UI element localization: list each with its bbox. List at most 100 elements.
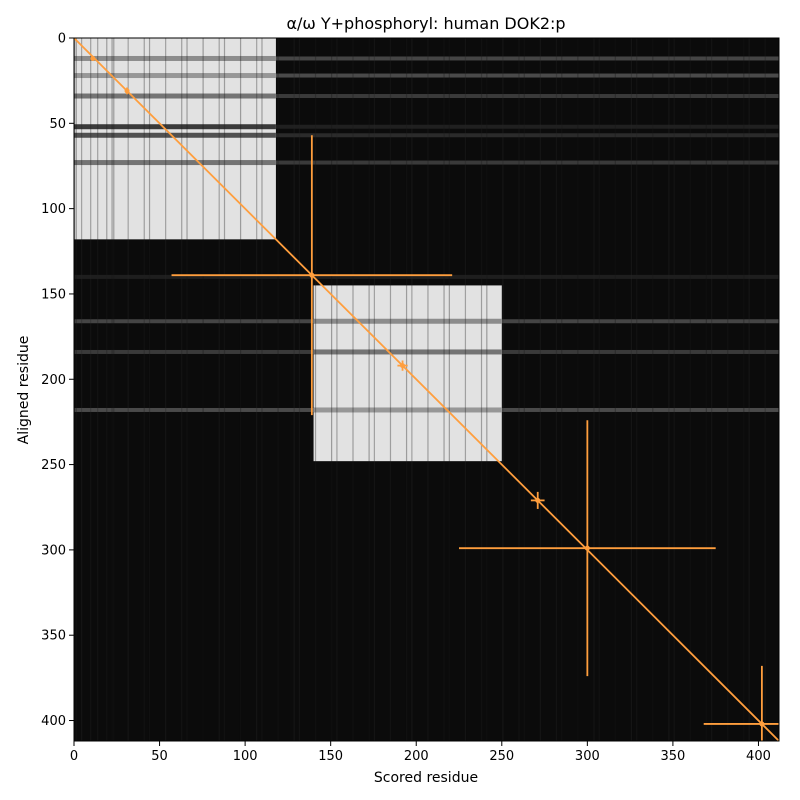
heatmap-texture-stripe [743,38,745,741]
heatmap-block-band [74,73,276,79]
y-tick-label: 250 [41,458,66,473]
heatmap-block-band [74,93,276,99]
x-tick-label: 350 [660,749,685,764]
heatmap-band [74,133,779,138]
heatmap-texture-stripe [181,38,183,741]
heatmap-texture-stripe [636,38,638,741]
heatmap-texture-stripe [448,38,450,741]
y-tick-label: 100 [41,202,66,217]
heatmap-texture-stripe [165,38,167,741]
heatmap-texture-stripe [186,38,188,741]
heatmap-texture-stripe [97,38,99,741]
heatmap-texture-stripe [75,38,77,741]
heatmap-band [74,274,779,279]
x-tick-label: 0 [70,749,78,764]
diagonal-line [74,38,779,741]
heatmap-block-band [74,160,276,166]
y-tick-label: 50 [49,117,66,132]
heatmap-texture-stripe [368,38,370,741]
heatmap-texture-stripe [389,38,392,741]
heatmap-texture-stripe [480,38,483,741]
heatmap-texture-stripe [74,38,76,741]
heatmap-texture-stripe [577,38,579,741]
heatmap-texture-stripe [106,38,108,741]
heatmap-texture-stripe [518,38,520,741]
heatmap-texture-stripe [523,38,525,741]
heatmap-texture-stripe [314,38,317,741]
heatmap-texture-stripe [336,38,338,741]
heatmap-texture-stripe [593,38,595,741]
heatmap-band [74,94,779,99]
heatmap-texture-stripe [113,38,115,741]
chart-title: α/ω Y+phosphoryl: human DOK2:p [286,14,565,33]
heatmap-block-band [313,407,502,413]
y-axis-label: Aligned residue [16,336,32,445]
y-tick-label: 200 [41,373,66,388]
marker-point [759,721,765,727]
heatmap-texture-stripe [256,38,258,741]
heatmap-texture-stripe [705,38,707,741]
heatmap-texture-stripe [539,38,541,741]
heatmap-texture-stripe [443,38,445,741]
heatmap-texture-stripe [202,38,204,741]
heatmap-band [74,73,779,78]
heatmap-texture-stripe [486,38,488,741]
x-tick-label: 250 [489,749,514,764]
heatmap-texture-stripe [502,38,504,741]
heatmap-block-band [74,132,276,138]
heatmap-texture-stripe [298,38,301,741]
heatmap-texture-stripe [90,38,92,741]
y-tick-label: 300 [41,543,66,558]
x-axis: 0 50 100 150 200 250 300 350 400 [70,741,771,764]
heatmap-texture-stripe [427,38,429,741]
y-axis: 0 50 100 150 200 250 300 350 400 [41,32,74,729]
heatmap-texture-stripe [411,38,413,741]
marker-point [90,55,96,61]
heatmap-block-band [313,318,502,324]
heatmap-texture-stripe [293,38,295,741]
y-tick-label: 150 [41,287,66,302]
heatmap-texture-stripe [689,38,691,741]
heatmap-band [74,160,779,165]
heatmap-texture-stripe [555,38,558,741]
heatmap-texture-stripe [561,38,563,741]
y-tick-label: 400 [41,714,66,729]
marker-point [400,363,406,369]
heatmap-block-band [74,55,276,61]
heatmap-block-band [74,124,276,130]
x-tick-label: 400 [746,749,771,764]
heatmap-texture-stripe [464,38,467,741]
marker-point [535,497,541,503]
heatmap-texture-stripe [405,38,408,741]
x-tick-label: 150 [318,749,343,764]
x-axis-label: Scored residue [374,770,478,786]
heatmap-texture-stripe [111,38,113,741]
heatmap-texture-stripe [630,38,633,741]
heatmap-texture-stripe [127,38,129,741]
heatmap-texture-stripe [331,38,333,741]
plot-frame [73,37,780,742]
heatmap-texture-stripe [673,38,675,741]
marker-point [584,545,590,551]
x-tick-label: 100 [233,749,258,764]
heatmap-texture-stripe [764,38,766,741]
marker-point [309,272,315,278]
heatmap-texture-stripe [668,38,670,741]
heatmap-texture-stripe [352,38,354,741]
heatmap-texture-stripe [277,38,279,741]
heatmap-texture-stripe [143,38,145,741]
heatmap-texture-stripe [218,38,220,741]
heatmap-texture-stripe [81,38,83,741]
x-tick-label: 200 [404,749,429,764]
x-tick-label: 300 [575,749,600,764]
heatmap-texture-stripe [598,38,600,741]
x-tick-label: 50 [151,749,168,764]
heatmap-texture-stripe [711,38,713,741]
y-tick-label: 350 [41,629,66,644]
y-tick-label: 0 [58,32,66,47]
heatmap-texture-stripe [748,38,750,741]
heatmap-texture-stripe [614,38,616,741]
heatmap-texture-stripe [261,38,263,741]
marker-point [124,88,130,94]
